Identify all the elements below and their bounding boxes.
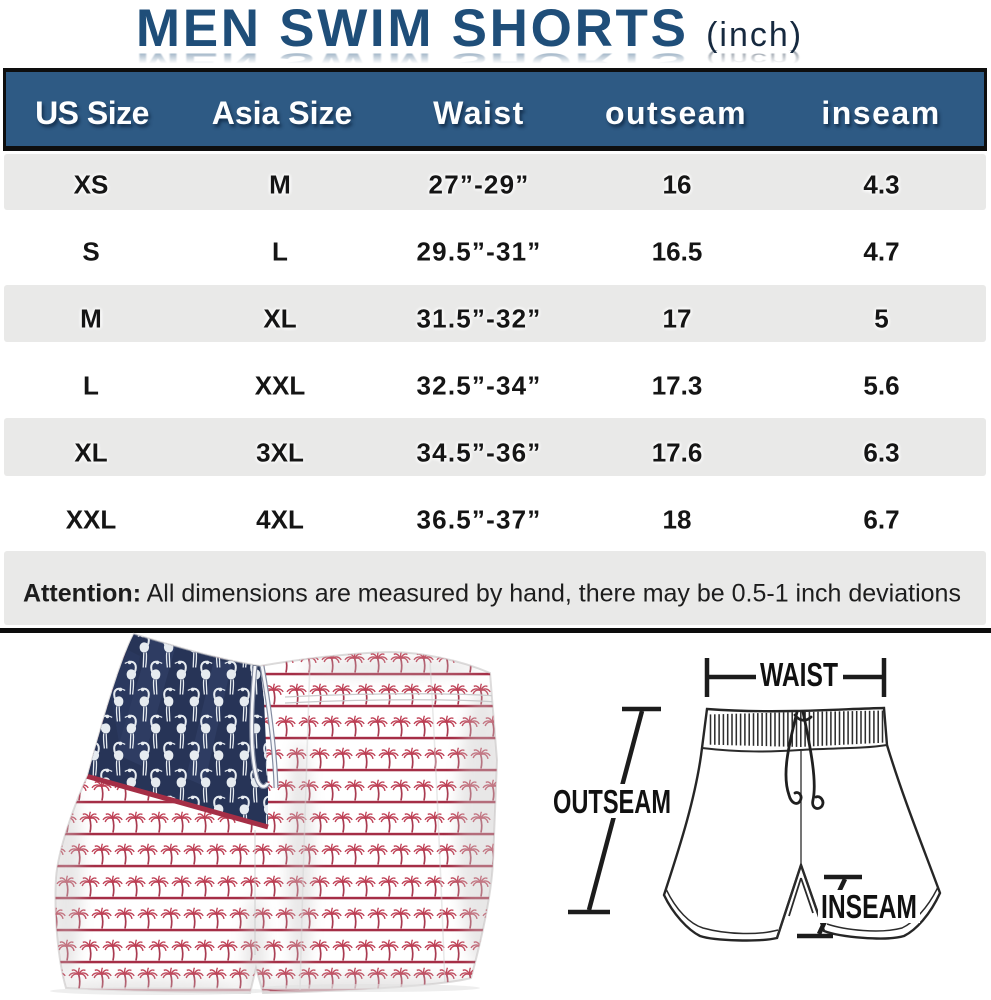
svg-text:INSEAM: INSEAM: [821, 888, 917, 925]
svg-text:WAIST: WAIST: [760, 656, 838, 693]
svg-text:OUTSEAM: OUTSEAM: [553, 783, 671, 820]
